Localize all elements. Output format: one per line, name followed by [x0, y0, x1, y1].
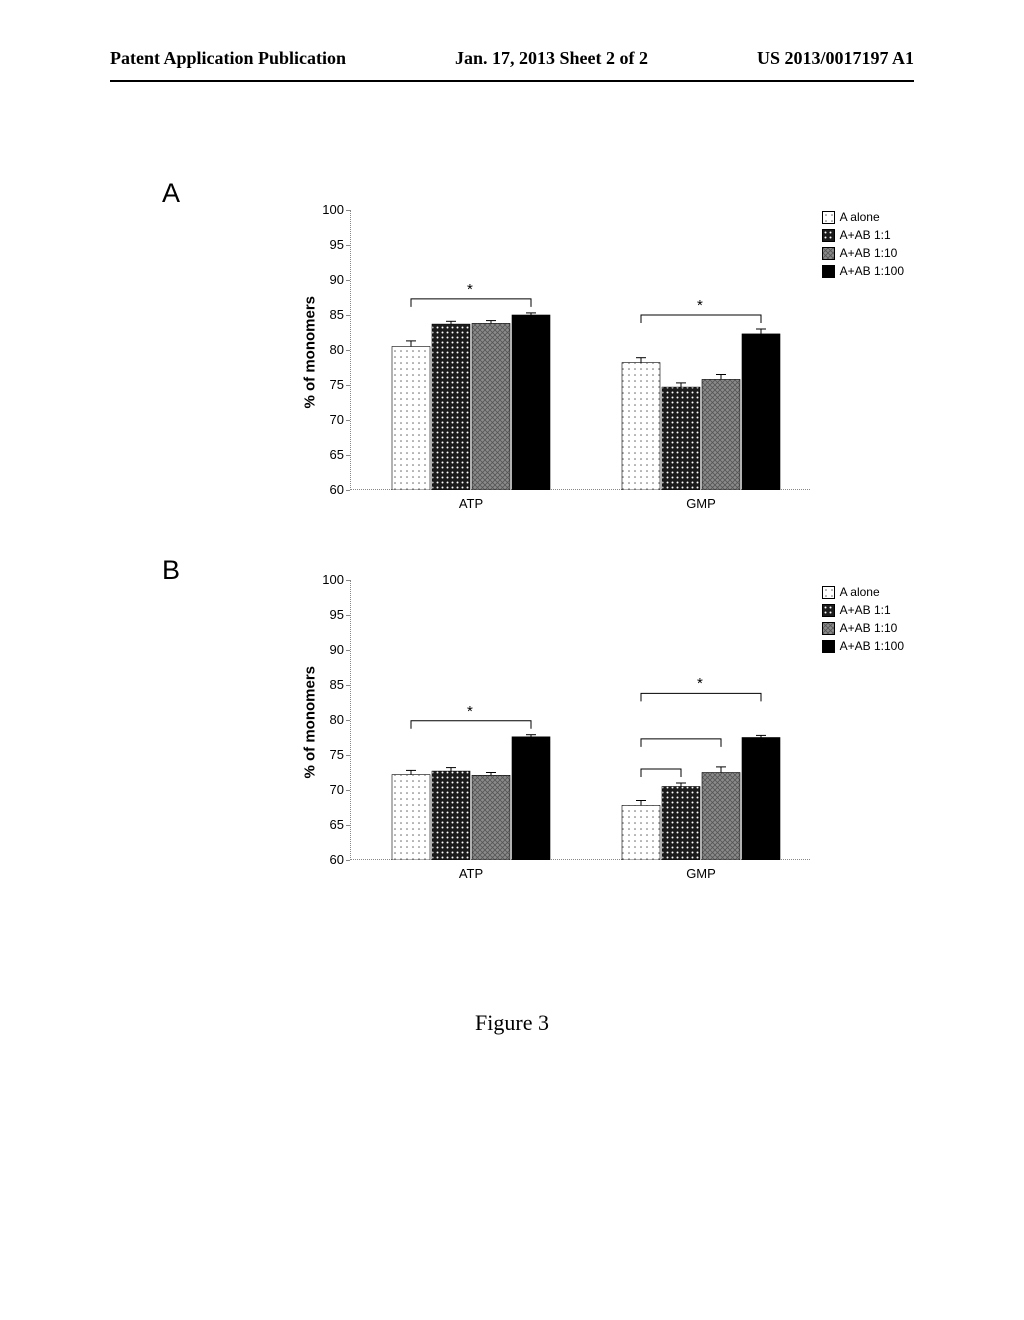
bar	[432, 771, 470, 860]
legend-label: A+AB 1:10	[840, 246, 898, 260]
legend-item: A+AB 1:100	[822, 639, 904, 653]
x-category-label: GMP	[681, 866, 721, 881]
significance-marker: *	[697, 297, 703, 314]
legend-label: A+AB 1:100	[840, 264, 904, 278]
legend-label: A+AB 1:10	[840, 621, 898, 635]
legend-item: A alone	[822, 585, 904, 599]
ytick-label: 95	[316, 607, 344, 622]
bar	[472, 323, 510, 490]
chart-b: 6065707580859095100% of monomersATPGMP**	[300, 580, 840, 900]
ytick-label: 65	[316, 447, 344, 462]
ytick-label: 100	[316, 572, 344, 587]
significance-marker: *	[467, 703, 473, 720]
bar	[742, 334, 780, 490]
bar	[432, 324, 470, 490]
ytick-label: 85	[316, 677, 344, 692]
bar	[622, 805, 660, 860]
y-axis-label: % of monomers	[302, 659, 319, 779]
bar	[472, 775, 510, 860]
legend-item: A+AB 1:1	[822, 228, 904, 242]
bar	[512, 737, 550, 860]
x-category-label: GMP	[681, 496, 721, 511]
legend-label: A alone	[840, 585, 880, 599]
legend-item: A+AB 1:1	[822, 603, 904, 617]
ytick-label: 95	[316, 237, 344, 252]
legend-a: A alone A+AB 1:1 A+AB 1:10 A+AB 1:100	[822, 210, 904, 282]
bar	[702, 773, 740, 861]
ytick-label: 65	[316, 817, 344, 832]
significance-marker: *	[467, 281, 473, 298]
bar	[662, 387, 700, 490]
header-rule	[110, 80, 914, 82]
bar	[512, 315, 550, 490]
chart-a: 6065707580859095100% of monomersATPGMP**	[300, 210, 840, 530]
x-category-label: ATP	[451, 496, 491, 511]
ytick-label: 100	[316, 202, 344, 217]
figure-caption: Figure 3	[0, 1010, 1024, 1036]
ytick-label: 90	[316, 642, 344, 657]
legend-item: A alone	[822, 210, 904, 224]
legend-label: A+AB 1:100	[840, 639, 904, 653]
ytick-label: 75	[316, 747, 344, 762]
legend-item: A+AB 1:10	[822, 621, 904, 635]
ytick-label: 60	[316, 852, 344, 867]
header-left: Patent Application Publication	[110, 48, 346, 69]
bar	[742, 738, 780, 861]
legend-item: A+AB 1:100	[822, 264, 904, 278]
bar	[702, 379, 740, 490]
ytick-label: 70	[316, 782, 344, 797]
bar	[662, 787, 700, 861]
ytick-label: 80	[316, 342, 344, 357]
ytick-label: 60	[316, 482, 344, 497]
ytick-label: 70	[316, 412, 344, 427]
bar	[622, 363, 660, 490]
legend-label: A+AB 1:1	[840, 228, 891, 242]
bar	[392, 775, 430, 860]
bar	[392, 347, 430, 491]
page-header: Patent Application Publication Jan. 17, …	[0, 48, 1024, 69]
panel-label-b: B	[162, 555, 180, 586]
panel-label-a: A	[162, 178, 180, 209]
ytick-label: 80	[316, 712, 344, 727]
legend-item: A+AB 1:10	[822, 246, 904, 260]
legend-b: A alone A+AB 1:1 A+AB 1:10 A+AB 1:100	[822, 585, 904, 657]
header-center: Jan. 17, 2013 Sheet 2 of 2	[455, 48, 648, 69]
ytick-label: 85	[316, 307, 344, 322]
x-category-label: ATP	[451, 866, 491, 881]
ytick-label: 90	[316, 272, 344, 287]
legend-label: A alone	[840, 210, 880, 224]
y-axis-label: % of monomers	[302, 289, 319, 409]
header-right: US 2013/0017197 A1	[757, 48, 914, 69]
ytick-label: 75	[316, 377, 344, 392]
significance-marker: *	[697, 675, 703, 692]
legend-label: A+AB 1:1	[840, 603, 891, 617]
